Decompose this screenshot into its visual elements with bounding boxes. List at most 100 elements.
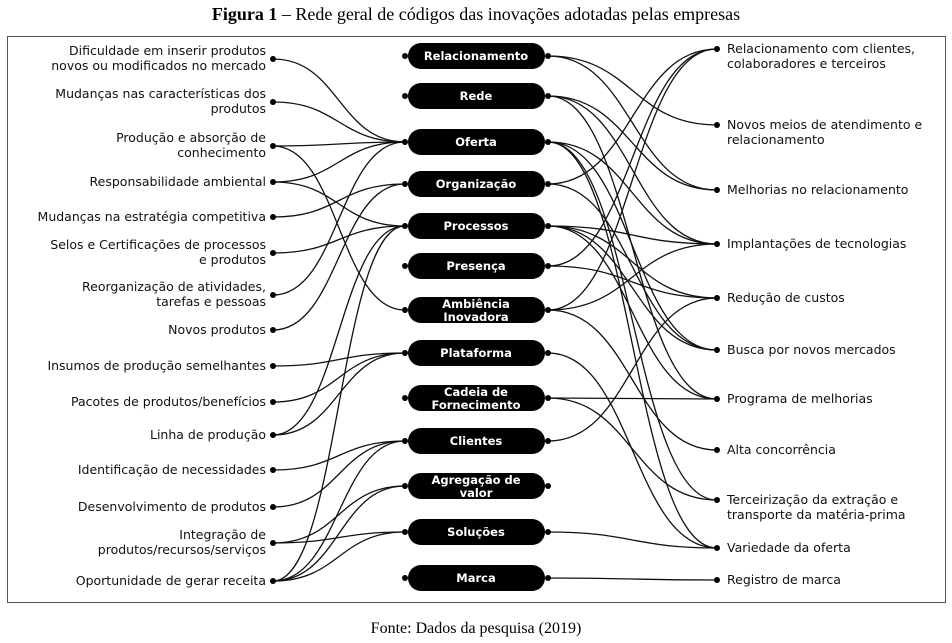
label-line: Desenvolvimento de produtos xyxy=(78,499,266,514)
center-node-pill xyxy=(408,129,545,155)
left-node-label: Desenvolvimento de produtos xyxy=(78,499,266,514)
center-node-label: Agregação de valor xyxy=(431,473,520,500)
center-node-dot-left xyxy=(402,350,408,356)
label-line: Agregação de xyxy=(431,473,520,487)
center-node-label: Relacionamento xyxy=(424,49,528,63)
left-node-dot xyxy=(270,504,276,510)
center-node-pill xyxy=(408,213,545,239)
edge-center-right xyxy=(547,397,718,400)
center-node-pill xyxy=(408,385,545,411)
center-node-dot-right xyxy=(545,53,551,59)
right-node-label: Registro de marca xyxy=(727,572,841,587)
left-node-dot xyxy=(270,578,276,584)
center-node-pill xyxy=(408,83,545,109)
label-line: Alta concorrência xyxy=(727,442,836,457)
edge-center-right xyxy=(547,297,718,442)
label-line: tarefas e pessoas xyxy=(156,294,266,309)
label-line: produtos xyxy=(211,101,266,116)
label-line: Organização xyxy=(436,177,517,191)
label-line: Terceirização da extração e xyxy=(726,492,898,507)
right-node-dot xyxy=(714,187,720,193)
center-node-dot-right xyxy=(545,395,551,401)
right-node-dot xyxy=(714,545,720,551)
center-node-dot-left xyxy=(402,307,408,313)
right-node-label: Busca por novos mercados xyxy=(727,342,896,357)
center-node-dot-left xyxy=(402,529,408,535)
label-line: Relacionamento com clientes, xyxy=(727,41,915,56)
figure-title: Figura 1 – Rede geral de códigos das ino… xyxy=(0,4,952,25)
edge-left-center xyxy=(272,440,406,471)
edge-left-center xyxy=(272,352,406,403)
edge-center-right xyxy=(547,55,718,126)
label-line: Produção e absorção de xyxy=(116,130,266,145)
left-node-label: Dificuldade em inserir produtos novos ou … xyxy=(51,43,266,73)
label-line: Identificação de necessidades xyxy=(78,462,266,477)
left-node-label: Pacotes de produtos/benefícios xyxy=(71,394,266,409)
right-node-dot xyxy=(714,241,720,247)
label-line: Mudanças nas características dos xyxy=(55,86,266,101)
edge-center-right xyxy=(547,48,718,311)
right-node-label: Programa de melhorias xyxy=(727,391,873,406)
center-node-dot-left xyxy=(402,395,408,401)
left-node-dot xyxy=(270,399,276,405)
left-node-label: Mudanças nas características dos produtos xyxy=(55,86,266,116)
center-node-dot-left xyxy=(402,139,408,145)
center-node-dot-right xyxy=(545,438,551,444)
left-node-label: Reorganização de atividades, tarefas e pe… xyxy=(82,279,266,309)
right-node-label: Melhorias no relacionamento xyxy=(727,182,908,197)
center-node-pill xyxy=(408,340,545,366)
center-node-label: Oferta xyxy=(455,135,497,149)
right-node-dot xyxy=(714,497,720,503)
left-node-label: Linha de produção xyxy=(150,427,266,442)
center-node-pill xyxy=(408,565,545,591)
label-line: Cadeia de xyxy=(444,385,508,399)
label-line: e produtos xyxy=(199,252,266,267)
edge-center-right xyxy=(547,141,718,351)
center-node-dot-right xyxy=(545,181,551,187)
label-line: Variedade da oferta xyxy=(727,540,851,555)
left-node-dot xyxy=(270,179,276,185)
edge-left-center xyxy=(272,101,406,143)
edge-center-right xyxy=(547,141,718,501)
center-node-dot-right xyxy=(545,529,551,535)
left-node-label: Insumos de produção semelhantes xyxy=(47,358,266,373)
center-node-label: Organização xyxy=(436,177,517,191)
left-node-dot xyxy=(270,540,276,546)
center-node-label: Ambiência Inovadora xyxy=(442,297,510,324)
edge-left-center xyxy=(272,183,406,331)
edge-center-right xyxy=(547,95,718,191)
right-node-label: Implantações de tecnologias xyxy=(727,236,906,251)
left-node-dot xyxy=(270,214,276,220)
edge-center-right xyxy=(547,48,718,185)
diagram-frame xyxy=(7,36,946,603)
right-node-label: Relacionamento com clientes, colaboradore… xyxy=(727,41,915,71)
edge-left-center xyxy=(272,531,406,582)
edge-center-right xyxy=(547,243,718,311)
center-node-dot-left xyxy=(402,438,408,444)
edge-left-center xyxy=(272,225,406,254)
label-line: Dificuldade em inserir produtos xyxy=(69,43,266,58)
label-line: Integração de xyxy=(179,527,266,542)
right-node-dot xyxy=(714,396,720,402)
edge-center-right xyxy=(547,95,718,245)
center-node-pill xyxy=(408,171,545,197)
right-node-dot xyxy=(714,46,720,52)
right-node-label: Redução de custos xyxy=(727,290,845,305)
center-node-dot-left xyxy=(402,223,408,229)
edge-center-right xyxy=(547,397,718,501)
left-node-label: Novos produtos xyxy=(168,322,266,337)
edge-left-center xyxy=(272,225,406,582)
center-node-label: Clientes xyxy=(450,434,503,448)
center-node-label: Soluções xyxy=(447,525,505,539)
edge-center-right xyxy=(547,183,718,351)
center-node-dot-left xyxy=(402,53,408,59)
center-node-label: Presença xyxy=(446,259,505,273)
label-line: Novos meios de atendimento e xyxy=(727,117,922,132)
center-node-pill xyxy=(408,253,545,279)
edge-center-right xyxy=(547,225,718,299)
label-line: Pacotes de produtos/benefícios xyxy=(71,394,266,409)
center-node-dot-right xyxy=(545,575,551,581)
edge-left-center xyxy=(272,58,406,143)
right-node-label: Terceirização da extração e transporte da… xyxy=(726,492,906,522)
